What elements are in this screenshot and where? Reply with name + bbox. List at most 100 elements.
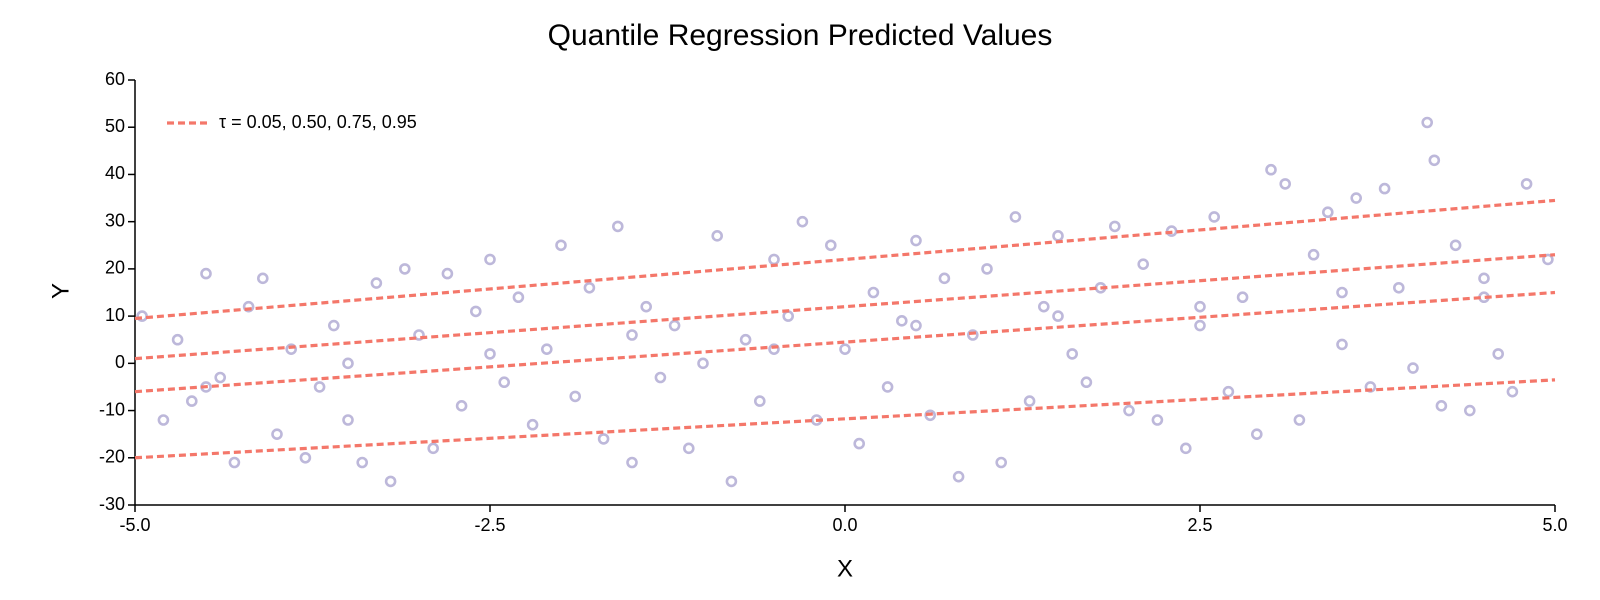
data-point	[626, 329, 638, 341]
data-point	[910, 234, 922, 247]
y-tick-label: 30	[105, 210, 125, 230]
data-point	[768, 253, 780, 266]
y-tick-label: 20	[105, 258, 125, 278]
data-point	[1251, 428, 1263, 440]
x-tick-label: 5.0	[1542, 515, 1567, 535]
quantile-line	[134, 290, 1556, 394]
data-point	[427, 442, 440, 455]
data-point	[455, 400, 468, 412]
data-point	[924, 409, 937, 422]
data-point	[697, 357, 709, 370]
data-point	[1236, 291, 1249, 304]
data-point	[739, 333, 752, 346]
data-point	[895, 315, 908, 327]
data-point	[157, 414, 170, 426]
data-point	[626, 456, 638, 469]
data-point	[1336, 338, 1348, 351]
data-point	[1393, 281, 1405, 294]
data-point	[711, 230, 724, 242]
data-point	[1378, 182, 1391, 195]
x-tick-label: -5.0	[119, 515, 150, 535]
data-point	[1421, 116, 1433, 129]
data-point	[1052, 310, 1064, 322]
data-point	[981, 263, 993, 275]
data-point	[242, 300, 255, 313]
data-point	[682, 442, 695, 455]
data-point	[313, 381, 326, 393]
legend-label: τ = 0.05, 0.50, 0.75, 0.95	[219, 112, 417, 132]
data-point	[469, 305, 482, 318]
data-point	[555, 239, 567, 252]
data-point	[1322, 206, 1334, 219]
quantile-line	[134, 253, 1556, 361]
data-point	[484, 348, 496, 360]
data-point	[299, 451, 312, 464]
data-point	[498, 376, 511, 389]
data-point	[370, 277, 383, 289]
data-point	[1194, 319, 1206, 332]
data-point	[228, 456, 241, 469]
data-point	[1038, 300, 1050, 313]
y-tick-label: 0	[115, 352, 125, 372]
data-point	[597, 433, 610, 445]
data-point	[200, 267, 212, 280]
data-point	[214, 371, 226, 384]
y-tick-label: -20	[99, 447, 125, 467]
data-point	[1478, 272, 1490, 285]
data-point	[1194, 300, 1206, 313]
quantile-line	[134, 198, 1556, 321]
data-point	[1080, 376, 1093, 389]
data-point	[782, 310, 795, 322]
data-point	[327, 319, 340, 332]
data-point	[796, 215, 809, 228]
data-point	[1279, 178, 1291, 190]
data-point	[611, 220, 624, 233]
data-point	[342, 357, 354, 370]
data-point	[1137, 258, 1149, 270]
data-point	[512, 291, 525, 304]
quantile-line	[134, 378, 1556, 460]
data-point	[285, 343, 298, 355]
data-point	[1151, 414, 1164, 426]
data-point	[398, 263, 411, 275]
data-point	[1222, 385, 1235, 398]
data-point	[186, 395, 198, 407]
data-point	[1180, 442, 1192, 455]
data-point	[1407, 362, 1419, 374]
data-point	[640, 300, 653, 313]
data-point	[256, 272, 269, 285]
data-point	[1208, 211, 1220, 223]
data-point	[171, 333, 184, 346]
data-point	[342, 414, 354, 426]
chart-title: Quantile Regression Predicted Values	[548, 19, 1053, 52]
data-point	[569, 390, 582, 403]
data-point	[1542, 253, 1554, 266]
data-point	[484, 253, 496, 266]
y-tick-label: 10	[105, 305, 125, 325]
y-tick-label: 40	[105, 163, 125, 183]
x-tick-label: 0.0	[832, 515, 857, 535]
data-point	[881, 381, 894, 393]
data-point	[938, 272, 951, 285]
x-tick-label: -2.5	[474, 515, 505, 535]
y-tick-label: -30	[99, 494, 125, 514]
data-point	[1066, 348, 1078, 360]
data-point	[952, 470, 965, 483]
data-point	[1293, 414, 1306, 426]
data-point	[1464, 404, 1476, 417]
data-point	[1350, 192, 1362, 204]
data-point	[356, 456, 369, 469]
data-point	[583, 281, 596, 294]
y-tick-label: -10	[99, 399, 125, 419]
data-point	[1307, 248, 1320, 261]
data-point	[753, 395, 766, 407]
data-point	[668, 319, 681, 332]
data-point	[1123, 404, 1135, 417]
data-point	[413, 329, 425, 341]
data-point	[867, 286, 880, 299]
y-tick-label: 60	[105, 69, 125, 89]
data-point	[271, 428, 283, 440]
y-axis-label: Y	[47, 283, 74, 299]
data-point	[966, 329, 979, 341]
